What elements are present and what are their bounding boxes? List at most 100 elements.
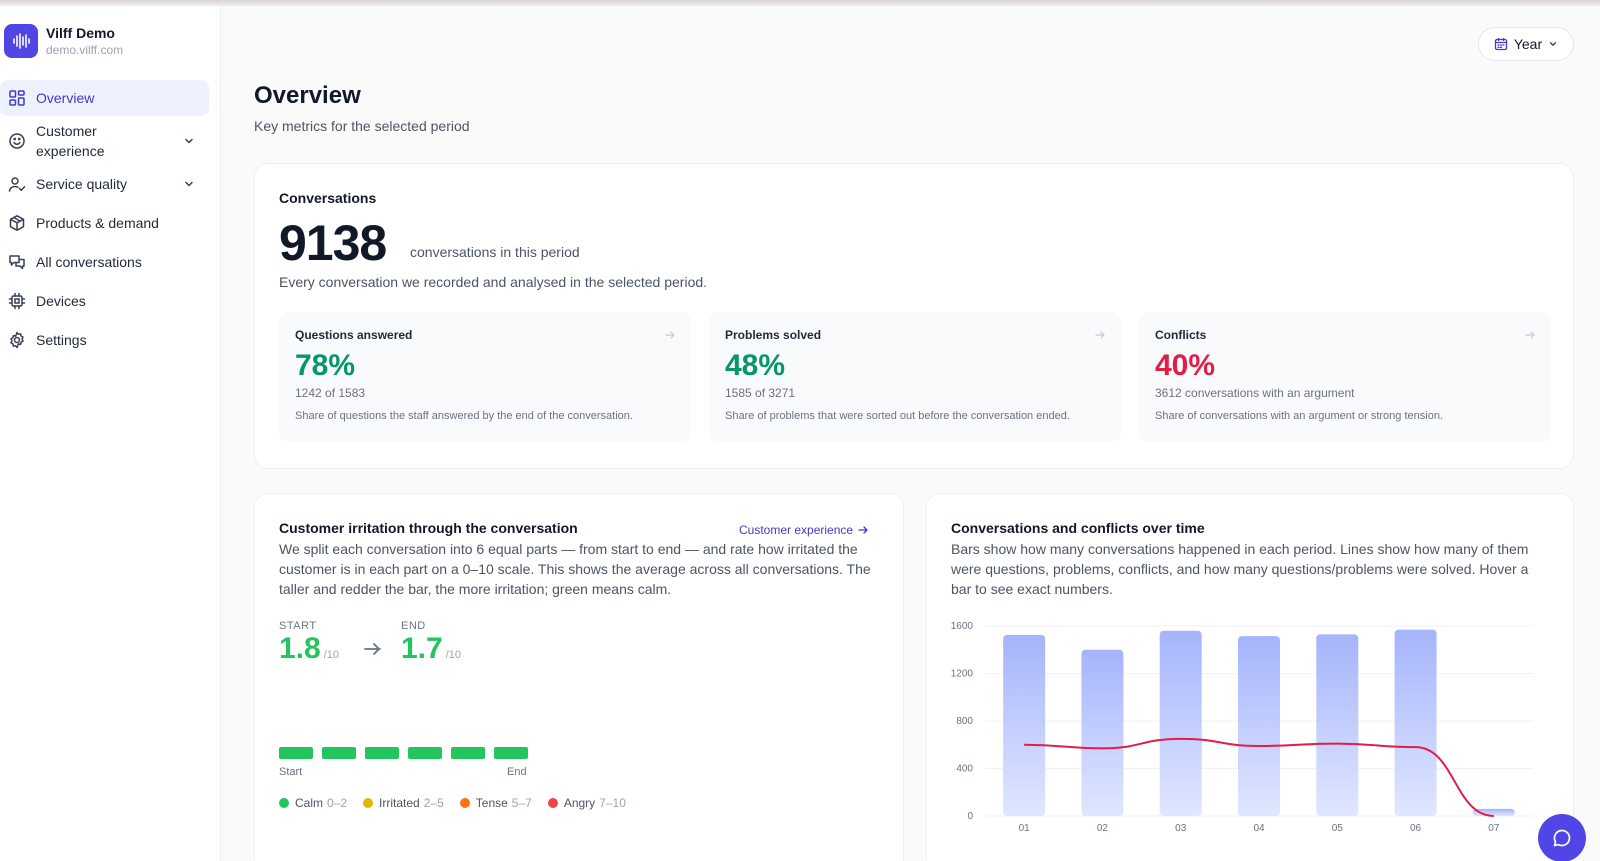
irritation-segment-2[interactable] [322, 747, 356, 759]
chat-widget-button[interactable] [1538, 814, 1586, 861]
waveform-logo-icon [4, 24, 38, 58]
irritation-legend: Calm 0–2 Irritated 2–5 Tense 5–7 Angry 7–10 [279, 796, 642, 810]
sidebar-item-customer-experience[interactable]: Customer experience [0, 119, 209, 163]
conversations-count-suffix: conversations in this period [410, 244, 580, 260]
legend-range: 2–5 [423, 796, 444, 810]
period-selector[interactable]: Year [1478, 27, 1574, 61]
chevron-down-icon[interactable] [183, 178, 195, 190]
legend-item-angry: Angry 7–10 [547, 796, 626, 810]
axis-start-label: Start [279, 766, 303, 778]
sidebar-item-settings[interactable]: Settings [0, 322, 209, 358]
irritation-segment-1[interactable] [279, 747, 313, 759]
sidebar-item-devices[interactable]: Devices [0, 283, 209, 319]
irritation-segment-4[interactable] [408, 747, 442, 759]
legend-range: 5–7 [511, 796, 532, 810]
x-tick-label: 07 [1488, 823, 1500, 834]
legend-range: 0–2 [327, 796, 348, 810]
x-tick-label: 04 [1253, 823, 1265, 834]
sidebar-item-overview[interactable]: Overview [0, 80, 209, 116]
legend-dot [279, 798, 289, 808]
sidebar-item-label: Service quality [36, 176, 128, 192]
end-unit: /10 [445, 649, 462, 661]
chat-icon [1553, 829, 1571, 847]
y-tick-label: 1600 [951, 621, 974, 632]
sidebar-item-service-quality[interactable]: Service quality [0, 166, 209, 202]
calendar-icon [1494, 38, 1507, 51]
bar[interactable] [1394, 629, 1437, 816]
legend-label: Calm [295, 796, 324, 810]
metric-card-questions-answered[interactable]: Questions answered 78% 1242 of 1583 Shar… [279, 312, 691, 442]
chart-description: Bars show how many conversations happene… [951, 541, 1529, 597]
period-selector-label: Year [1513, 36, 1543, 52]
top-border [0, 0, 1600, 6]
legend-dot [547, 798, 558, 808]
start-value: 1.8 [279, 632, 321, 665]
chart-title: Conversations and conflicts over time [951, 520, 1205, 536]
legend-item-irritated: Irritated 2–5 [363, 796, 444, 810]
bar[interactable] [1238, 636, 1280, 816]
workspace-switcher[interactable]: Vilff Demo demo.vilff.com [4, 24, 123, 58]
sidebar-item-label: Customer experience [36, 123, 105, 159]
sidebar-item-label: Products & demand [36, 215, 159, 231]
metric-sub: 3612 conversations with an argument [1155, 386, 1355, 400]
metric-description: Share of problems that were sorted out b… [725, 410, 1070, 422]
arrow-right-icon [364, 643, 381, 655]
sidebar: Vilff Demo demo.vilff.com Overview Custo… [0, 6, 221, 861]
metric-value: 48% [725, 349, 786, 382]
arrow-right-icon [665, 331, 675, 339]
page-title: Overview [254, 82, 361, 109]
chevron-down-icon[interactable] [183, 135, 195, 147]
conversations-count: 9138 [279, 215, 387, 271]
end-label: END [401, 620, 426, 632]
irritation-segment-5[interactable] [451, 747, 485, 759]
metric-card-conflicts[interactable]: Conflicts 40% 3612 conversations with an… [1139, 312, 1551, 442]
box-icon [9, 215, 25, 231]
arrow-right-icon [1525, 331, 1535, 339]
bar[interactable] [1081, 649, 1124, 816]
irritation-segment-6[interactable] [494, 747, 528, 759]
x-tick-label: 06 [1410, 823, 1422, 834]
bar[interactable] [1316, 634, 1359, 816]
sidebar-item-label: Devices [36, 293, 86, 309]
user-check-icon [8, 177, 26, 192]
workspace-name: Vilff Demo [46, 25, 115, 41]
sidebar-nav: Overview Customer experience Service qua… [0, 80, 221, 361]
sidebar-item-products-demand[interactable]: Products & demand [0, 205, 209, 241]
x-tick-label: 03 [1175, 823, 1187, 834]
link-label: Customer experience [739, 523, 854, 537]
legend-item-tense: Tense 5–7 [459, 796, 532, 810]
gear-icon [10, 331, 24, 349]
sidebar-item-all-conversations[interactable]: All conversations [0, 244, 209, 280]
metric-card-problems-solved[interactable]: Problems solved 48% 1585 of 3271 Share o… [709, 312, 1121, 442]
conversations-chart: 0 400 800 1200 1600 01 02 03 04 05 06 07 [951, 621, 1533, 834]
metric-title: Questions answered [295, 328, 413, 342]
sidebar-item-label: Overview [36, 90, 95, 106]
start-unit: /10 [323, 649, 340, 661]
x-tick-label: 02 [1097, 823, 1109, 834]
conversations-title: Conversations [279, 190, 377, 206]
irritation-segment-3[interactable] [365, 747, 399, 759]
bar[interactable] [1003, 634, 1046, 816]
conflicts-line [1024, 737, 1494, 817]
conversations-card: Conversations 9138 conversations in this… [254, 163, 1574, 469]
chevron-down-icon [1550, 42, 1557, 46]
start-label: START [279, 620, 317, 632]
arrow-right-icon [1095, 331, 1105, 339]
conversations-description: Every conversation we recorded and analy… [279, 274, 708, 290]
smile-icon [9, 133, 25, 149]
customer-experience-link[interactable]: Customer experience [739, 523, 868, 537]
chat-bubbles-icon [9, 255, 25, 270]
conversations-over-time-card: Conversations and conflicts over time Ba… [926, 493, 1574, 861]
metric-description: Share of conversations with an argument … [1155, 410, 1443, 422]
y-tick-label: 1200 [951, 669, 974, 680]
irritation-title: Customer irritation through the conversa… [279, 520, 578, 536]
legend-label: Tense [475, 796, 508, 810]
bar[interactable] [1159, 630, 1202, 816]
metric-sub: 1585 of 3271 [725, 386, 796, 400]
metric-title: Conflicts [1155, 328, 1207, 342]
x-tick-label: 01 [1019, 823, 1031, 834]
axis-end-label: End [507, 766, 527, 778]
y-tick-label: 800 [956, 716, 973, 727]
metric-value: 40% [1155, 349, 1216, 382]
legend-dot [363, 798, 374, 808]
